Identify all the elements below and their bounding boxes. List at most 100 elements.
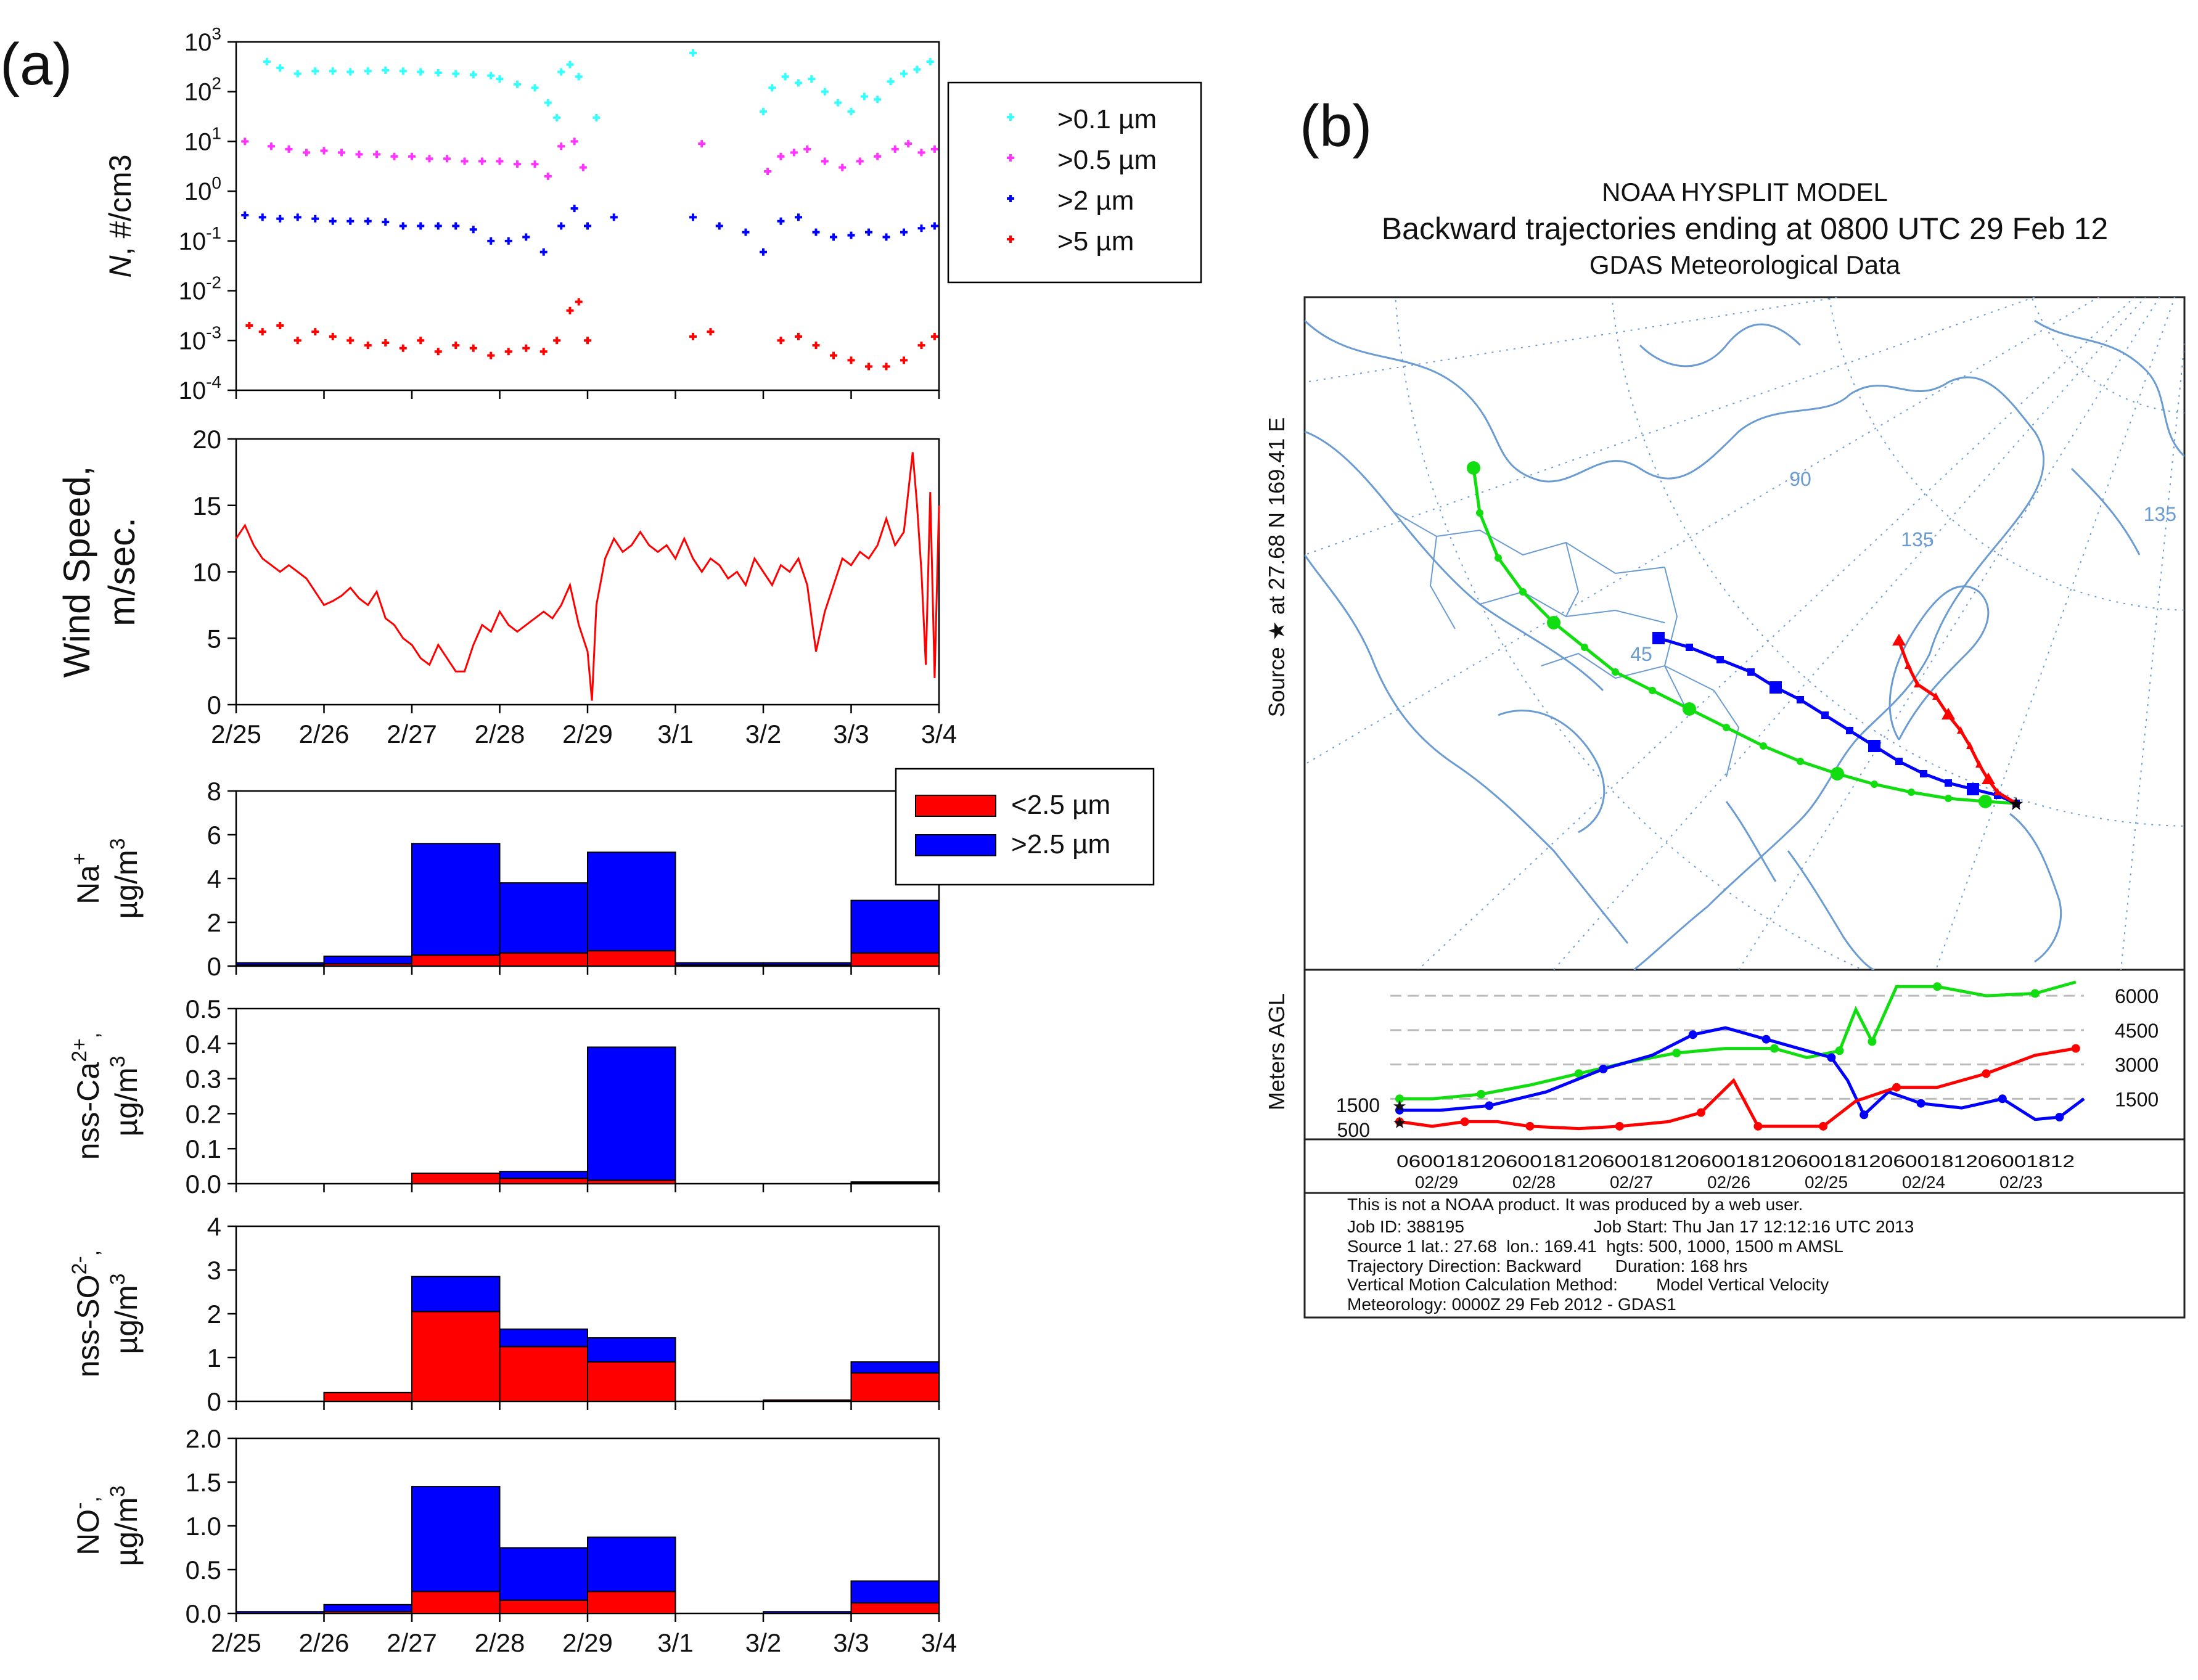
trajectory-1500m-marker [1547, 616, 1560, 629]
legend-swatch [915, 795, 996, 817]
data-point [887, 78, 895, 86]
trajectory-500m-marker [1942, 708, 1955, 719]
data-point [557, 142, 565, 150]
start-star: ★ [1392, 1097, 1406, 1115]
data-point [539, 348, 547, 356]
data-point [795, 213, 802, 221]
hysplit-note-line: Meteorology: 0000Z 29 Feb 2012 - GDAS1 [1347, 1295, 1676, 1314]
wind-speed-line [235, 452, 940, 701]
data-point [707, 328, 715, 336]
trajectory-1000m-marker [1769, 681, 1782, 694]
trajectory-1000m-marker [1868, 740, 1880, 752]
data-point [768, 84, 776, 92]
graticule-parallel [2031, 297, 2184, 414]
data-point [531, 160, 539, 168]
y-tick-label: 102 [184, 74, 221, 106]
data-point [469, 226, 477, 234]
data-point [364, 67, 372, 75]
coastline [1305, 430, 1604, 692]
data-point [839, 163, 847, 171]
trajectory-1500m-line [1472, 467, 2017, 805]
time-tick-labels: 0600181206001812060018120600181206001812… [1396, 1152, 2075, 1171]
data-point [461, 157, 469, 165]
data-point [544, 172, 552, 180]
x-tick-label: 3/4 [921, 719, 957, 748]
data-point [579, 163, 587, 171]
data-point [891, 145, 899, 153]
bar-segment [411, 1486, 501, 1592]
bar-segment [236, 962, 325, 966]
height-marker [1769, 1044, 1779, 1053]
data-point [504, 237, 512, 245]
y-tick-label: 0.3 [186, 1065, 221, 1094]
coastline [1305, 319, 2045, 970]
start-height-label: 1500 [1336, 1094, 1380, 1117]
data-point [926, 58, 934, 66]
hysplit-note-line: Source 1 lat.: 27.68 lon.: 169.41 hgts: … [1347, 1237, 1843, 1256]
data-point [355, 150, 363, 158]
country-border [1565, 542, 1580, 617]
bar-segment [850, 1361, 940, 1374]
data-point [399, 222, 407, 230]
trajectory-1000m-marker [1686, 644, 1693, 651]
data-point [777, 337, 785, 345]
na-y-label: µg/m3 [106, 838, 144, 919]
data-point [917, 342, 925, 350]
data-point [434, 222, 442, 230]
tick-base: 10 [179, 377, 207, 404]
country-border [1479, 591, 1665, 623]
no3-y-label: NO-, [68, 1496, 105, 1555]
y-label-italic: N [103, 255, 137, 278]
data-point [285, 145, 293, 153]
data-point [258, 328, 266, 336]
coastline [1888, 585, 1990, 740]
data-point [382, 218, 390, 226]
y-label-suffix: , [80, 1250, 104, 1256]
tick-exponent: -2 [206, 273, 221, 292]
graticule-meridian [1305, 297, 2036, 555]
nss-so4-y-label: µg/m3 [106, 1273, 144, 1354]
height-marker [1672, 1049, 1681, 1057]
data-point [821, 88, 829, 96]
legend-marker [1007, 195, 1014, 202]
data-point [566, 306, 574, 314]
data-point [544, 99, 552, 107]
number-y-label: N, #/cm3 [103, 154, 137, 277]
data-point [245, 321, 253, 329]
coastline [1305, 554, 1629, 944]
y-tick-label: 103 [184, 24, 221, 56]
data-point [347, 337, 355, 345]
tick-base: 10 [184, 128, 212, 155]
y-tick-label: 0.5 [186, 994, 221, 1023]
data-point [539, 248, 547, 256]
country-border [1713, 690, 1740, 777]
height-marker [1525, 1121, 1535, 1131]
bar-segment [763, 1399, 852, 1403]
x-tick-label: 2/25 [211, 1628, 261, 1657]
hysplit-title-2: Backward trajectories ending at 0800 UTC… [1381, 211, 2109, 246]
trajectory-500m-marker [1932, 692, 1940, 700]
y-tick-label: 4 [207, 864, 221, 893]
bar-segment [587, 950, 676, 967]
data-point [803, 145, 811, 153]
bar-segment [499, 952, 588, 967]
trajectory-500m-marker [1914, 680, 1921, 687]
x-tick-label: 3/3 [833, 1628, 869, 1657]
data-point [311, 215, 319, 223]
data-point [382, 338, 390, 346]
data-point [900, 356, 908, 364]
bar-segment [499, 1346, 588, 1402]
data-point [417, 222, 425, 230]
bar-segment [587, 1361, 676, 1403]
y-tick-label: 3 [207, 1256, 221, 1285]
panel-label-b: (b) [1300, 93, 1372, 159]
y-label-text: µg/m [109, 850, 144, 919]
height-tick-label: 6000 [2115, 985, 2159, 1007]
tick-base: 10 [179, 228, 207, 255]
legend-label: >0.1 µm [1057, 104, 1157, 134]
height-marker [1688, 1030, 1697, 1039]
data-point [821, 157, 829, 165]
coastline [2070, 467, 2141, 555]
data-point [830, 351, 837, 359]
tick-base: 10 [184, 79, 212, 106]
